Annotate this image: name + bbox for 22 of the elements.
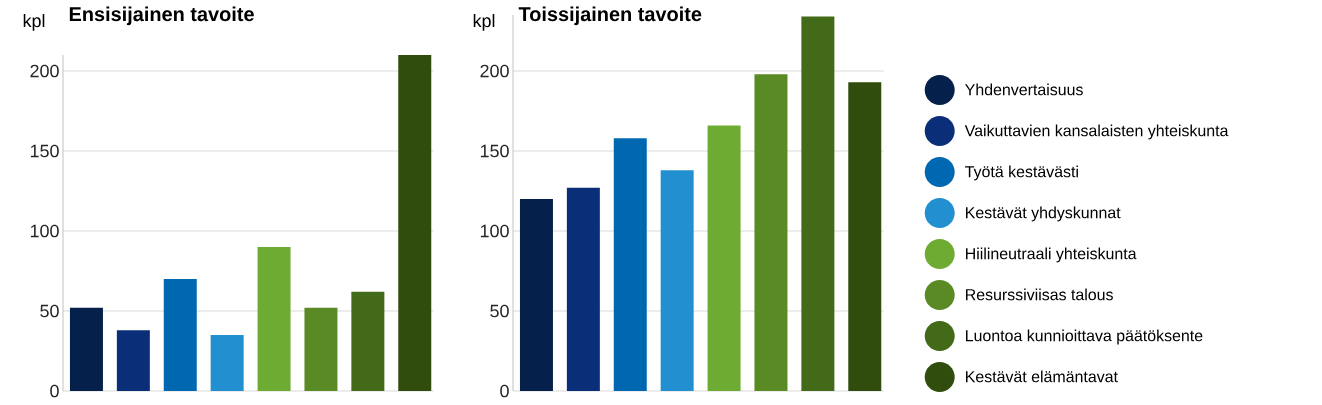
- y-tick-label: 200: [30, 64, 59, 78]
- y-tick-label: 100: [30, 224, 59, 238]
- y-tick-label: 50: [490, 304, 509, 318]
- y-axis-title: kpl: [473, 14, 495, 31]
- chart-title: Toissijainen tavoite: [518, 6, 702, 26]
- legend-label: Luontoa kunnioittava päätöksente: [966, 329, 1203, 345]
- y-tick-label: 100: [480, 224, 509, 238]
- legend-label: Hiilineutraali yhteiskunta: [966, 247, 1137, 263]
- legend-label: Resurssiviisas talous: [966, 288, 1113, 301]
- legend-label: Kestävät elämäntavat: [966, 370, 1118, 383]
- legend-label: Työtä kestävästi: [965, 165, 1078, 181]
- legend-label: Vaikuttavien kansalaisten yhteiskunta: [964, 124, 1229, 140]
- y-tick-label: 50: [40, 304, 59, 318]
- y-tick-label: 150: [480, 144, 509, 158]
- legend-label: Kestävät yhdyskunnat: [966, 206, 1121, 222]
- y-tick-label: 150: [30, 144, 59, 158]
- chart-title: Ensisijainen tavoite: [69, 6, 254, 26]
- y-tick-label: 200: [480, 64, 509, 78]
- y-tick-label: 0: [50, 384, 59, 398]
- y-axis-title: kpl: [23, 14, 45, 31]
- y-tick-label: 0: [500, 384, 509, 398]
- legend-label: Yhdenvertaisuus: [965, 83, 1083, 96]
